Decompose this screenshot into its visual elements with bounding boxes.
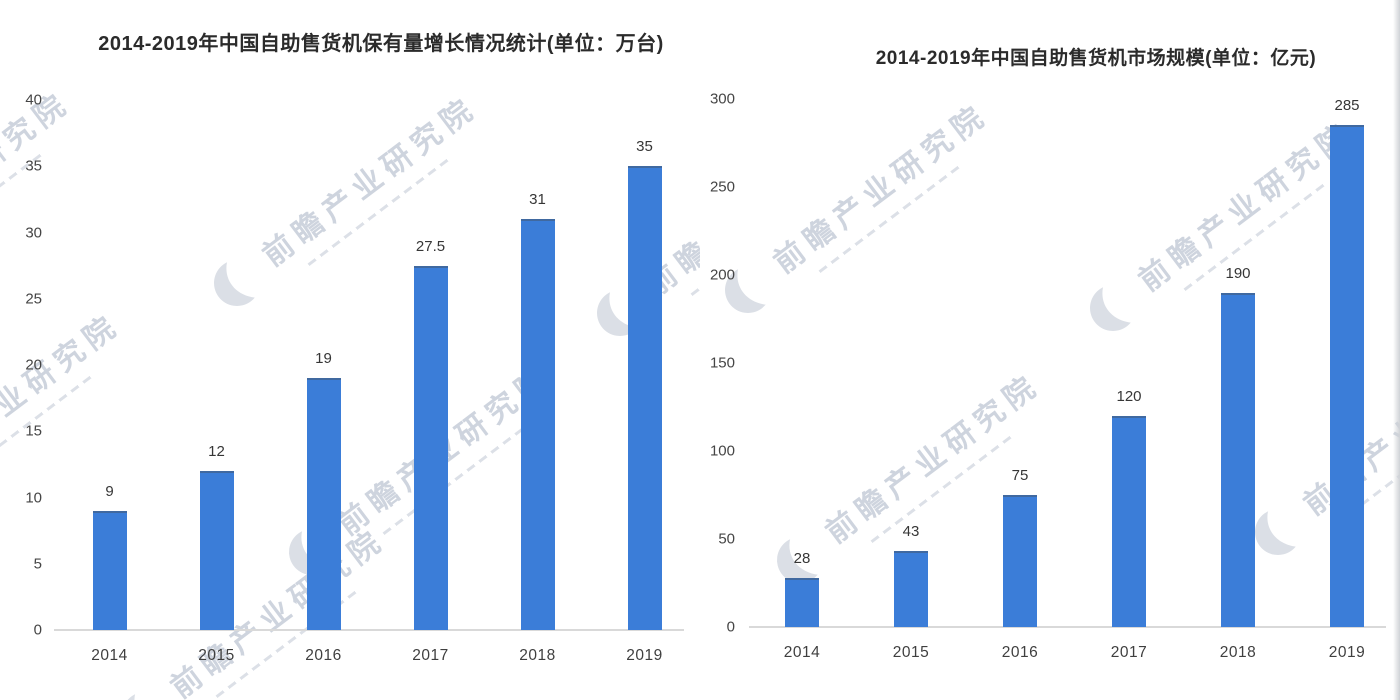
chart-title: 2014-2019年中国自助售货机保有量增长情况统计(单位：万台) bbox=[98, 32, 664, 55]
y-axis-tick-label: 15 bbox=[25, 422, 42, 440]
y-axis-tick-label: 10 bbox=[25, 489, 42, 506]
y-axis-tick-label: 200 bbox=[709, 266, 735, 284]
y-axis-tick-label: 50 bbox=[718, 530, 735, 548]
bar-value-label: 285 bbox=[1334, 97, 1360, 115]
x-axis-category-label: 2014 bbox=[783, 644, 821, 661]
y-axis-tick-label: 150 bbox=[709, 354, 735, 372]
bar-value-label: 120 bbox=[1116, 387, 1142, 405]
bar-value-label: 31 bbox=[529, 191, 546, 209]
bar-value-label: 9 bbox=[105, 482, 114, 500]
bar-value-label: 19 bbox=[315, 350, 332, 368]
y-axis-tick-label: 40 bbox=[25, 91, 42, 109]
bar-plot-market-size: 0 50 100 150 200 250 300 28 2014 43 2015 75 2016 120 2… bbox=[710, 91, 1392, 661]
bar-2018 bbox=[1221, 292, 1255, 627]
chart-vending-machine-holdings: 前瞻产业研究院前瞻产业研究院前瞻产业研究院前瞻产业研究院前瞻产业研究院前瞻产业研… bbox=[0, 32, 700, 700]
x-axis-category-label: 2015 bbox=[892, 644, 930, 661]
x-axis-category-label: 2018 bbox=[519, 647, 556, 664]
qianzhan-logo-icon bbox=[111, 681, 179, 700]
bar-2016 bbox=[1003, 495, 1037, 627]
x-axis-category-label: 2018 bbox=[1219, 644, 1257, 661]
bar-value-label: 28 bbox=[793, 549, 811, 567]
bar-value-label: 27.5 bbox=[415, 237, 446, 255]
x-axis-category-label: 2019 bbox=[1328, 644, 1366, 661]
y-axis-tick-label: 30 bbox=[25, 224, 42, 241]
bar-2014 bbox=[785, 577, 819, 627]
bar-2014 bbox=[92, 510, 127, 630]
bar-2015 bbox=[894, 551, 928, 627]
bar-2016 bbox=[306, 378, 341, 630]
bar-value-label: 12 bbox=[208, 443, 225, 460]
bar-2017 bbox=[413, 265, 448, 630]
x-axis-category-label: 2014 bbox=[91, 647, 128, 664]
x-axis-category-label: 2017 bbox=[1110, 644, 1148, 661]
y-axis-tick-label: 0 bbox=[33, 621, 42, 639]
y-axis-tick-label: 25 bbox=[25, 290, 42, 308]
x-axis-category-label: 2019 bbox=[626, 647, 663, 664]
bar-value-label: 43 bbox=[902, 523, 920, 541]
x-axis-line bbox=[54, 629, 684, 631]
bar-value-label: 75 bbox=[1011, 467, 1029, 484]
x-axis-category-label: 2015 bbox=[198, 647, 235, 664]
scan-edge-shadow bbox=[1393, 0, 1400, 700]
x-axis-category-label: 2016 bbox=[305, 647, 342, 664]
bar-plot-holdings: 0 5 10 15 20 25 30 35 40 9 2014 12 2015 19 2016 27.5 201… bbox=[25, 92, 690, 664]
bar-2019 bbox=[627, 166, 662, 630]
bar-2015 bbox=[199, 471, 234, 630]
y-axis-tick-label: 300 bbox=[709, 90, 735, 108]
x-axis-category-label: 2017 bbox=[412, 647, 449, 664]
y-axis-tick-label: 35 bbox=[25, 157, 42, 175]
bar-2018 bbox=[520, 219, 555, 630]
y-axis-tick-label: 100 bbox=[709, 442, 735, 460]
y-axis-tick-label: 250 bbox=[709, 178, 735, 196]
watermark-subtext-line bbox=[690, 188, 700, 297]
bar-value-label: 35 bbox=[636, 138, 653, 156]
bar-value-label: 190 bbox=[1225, 264, 1251, 282]
bar-2019 bbox=[1330, 125, 1364, 627]
x-axis-category-label: 2016 bbox=[1001, 644, 1039, 661]
y-axis-tick-label: 20 bbox=[25, 356, 42, 374]
y-axis-tick-label: 0 bbox=[726, 618, 735, 636]
bar-2017 bbox=[1112, 415, 1146, 627]
chart-title: 2014-2019年中国自助售货机市场规模(单位：亿元) bbox=[875, 47, 1317, 69]
y-axis-tick-label: 5 bbox=[33, 555, 42, 573]
x-axis-line bbox=[749, 626, 1386, 628]
